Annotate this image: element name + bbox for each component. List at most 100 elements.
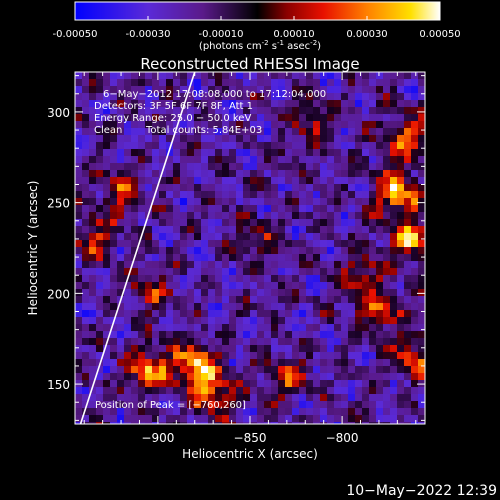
heatmap-cell bbox=[222, 324, 230, 332]
heatmap-cell bbox=[138, 72, 146, 80]
heatmap-cell bbox=[306, 114, 314, 122]
heatmap-cell bbox=[285, 310, 293, 318]
heatmap-cell bbox=[355, 317, 363, 325]
heatmap-cell bbox=[187, 359, 195, 367]
heatmap-cell bbox=[376, 261, 384, 269]
heatmap-cell bbox=[250, 128, 258, 136]
heatmap-cell bbox=[89, 107, 97, 115]
heatmap-cell bbox=[327, 170, 335, 178]
heatmap-cell bbox=[194, 303, 202, 311]
heatmap-cell bbox=[397, 394, 405, 402]
heatmap-cell bbox=[404, 338, 412, 346]
heatmap-cell bbox=[250, 394, 258, 402]
heatmap-cell bbox=[110, 198, 118, 206]
heatmap-cell bbox=[334, 331, 342, 339]
heatmap-cell bbox=[327, 303, 335, 311]
heatmap-cell bbox=[222, 107, 230, 115]
heatmap-cell bbox=[418, 121, 425, 129]
heatmap-cell bbox=[131, 170, 139, 178]
heatmap-cell bbox=[264, 170, 272, 178]
heatmap-cell bbox=[334, 114, 342, 122]
heatmap-cell bbox=[145, 72, 153, 80]
x-tick-label: −800 bbox=[326, 431, 359, 445]
heatmap-cell bbox=[348, 261, 356, 269]
heatmap-cell bbox=[124, 254, 132, 262]
heatmap-cell bbox=[285, 394, 293, 402]
heatmap-cell bbox=[138, 247, 146, 255]
heatmap-cell bbox=[411, 86, 419, 94]
heatmap-cell bbox=[292, 149, 300, 157]
heatmap-cell bbox=[166, 212, 174, 220]
heatmap-cell bbox=[369, 338, 377, 346]
heatmap-cell bbox=[187, 331, 195, 339]
heatmap-cell bbox=[215, 352, 223, 360]
heatmap-cell bbox=[96, 338, 104, 346]
heatmap-cell bbox=[390, 345, 398, 353]
heatmap-cell bbox=[138, 317, 146, 325]
heatmap-cell bbox=[180, 282, 188, 290]
heatmap-cell bbox=[117, 226, 125, 234]
heatmap-cell bbox=[229, 303, 237, 311]
heatmap-cell bbox=[229, 142, 237, 150]
heatmap-cell bbox=[362, 135, 370, 143]
heatmap-cell bbox=[138, 93, 146, 101]
heatmap-cell bbox=[124, 184, 132, 192]
heatmap-cell bbox=[341, 324, 349, 332]
heatmap-cell bbox=[320, 86, 328, 94]
heatmap-cell bbox=[264, 205, 272, 213]
heatmap-cell bbox=[89, 128, 97, 136]
heatmap-cell bbox=[96, 86, 104, 94]
heatmap-cell bbox=[285, 415, 293, 423]
heatmap-cell bbox=[180, 324, 188, 332]
detectors-annotation: Detectors: 3F 5F 6F 7F 8F, Att 1 bbox=[94, 101, 253, 112]
heatmap-cell bbox=[96, 373, 104, 381]
heatmap-cell bbox=[404, 107, 412, 115]
heatmap-cell bbox=[376, 156, 384, 164]
heatmap-cell bbox=[194, 128, 202, 136]
heatmap-cell bbox=[418, 219, 425, 227]
heatmap-cell bbox=[369, 163, 377, 171]
heatmap-cell bbox=[159, 79, 167, 87]
heatmap-cell bbox=[320, 415, 328, 423]
heatmap-cell bbox=[229, 359, 237, 367]
heatmap-cell bbox=[376, 142, 384, 150]
heatmap-cell bbox=[187, 422, 195, 424]
heatmap-cell bbox=[285, 352, 293, 360]
heatmap-cell bbox=[131, 387, 139, 395]
heatmap-cell bbox=[355, 359, 363, 367]
heatmap-cell bbox=[201, 219, 209, 227]
heatmap-cell bbox=[236, 135, 244, 143]
heatmap-cell bbox=[299, 219, 307, 227]
heatmap-cell bbox=[257, 86, 265, 94]
heatmap-cell bbox=[159, 282, 167, 290]
heatmap-cell bbox=[250, 261, 258, 269]
heatmap-cell bbox=[355, 135, 363, 143]
heatmap-cell bbox=[215, 135, 223, 143]
heatmap-cell bbox=[82, 317, 90, 325]
heatmap-cell bbox=[173, 373, 181, 381]
heatmap-cell bbox=[320, 219, 328, 227]
heatmap-cell bbox=[369, 79, 377, 87]
heatmap-cell bbox=[159, 401, 167, 409]
heatmap-cell bbox=[173, 394, 181, 402]
heatmap-cell bbox=[355, 121, 363, 129]
heatmap-cell bbox=[313, 317, 321, 325]
heatmap-cell bbox=[82, 240, 90, 248]
heatmap-cell bbox=[397, 198, 405, 206]
heatmap-cell bbox=[418, 282, 425, 290]
heatmap-cell bbox=[110, 380, 118, 388]
heatmap-cell bbox=[117, 345, 125, 353]
heatmap-cell bbox=[257, 79, 265, 87]
heatmap-cell bbox=[243, 415, 251, 423]
heatmap-cell bbox=[173, 86, 181, 94]
heatmap-cell bbox=[348, 247, 356, 255]
heatmap-cell bbox=[152, 156, 160, 164]
heatmap-cell bbox=[82, 135, 90, 143]
heatmap-cell bbox=[243, 149, 251, 157]
heatmap-cell bbox=[103, 415, 111, 423]
heatmap-cell bbox=[159, 121, 167, 129]
heatmap-cell bbox=[348, 275, 356, 283]
heatmap-cell bbox=[173, 415, 181, 423]
heatmap-cell bbox=[327, 86, 335, 94]
